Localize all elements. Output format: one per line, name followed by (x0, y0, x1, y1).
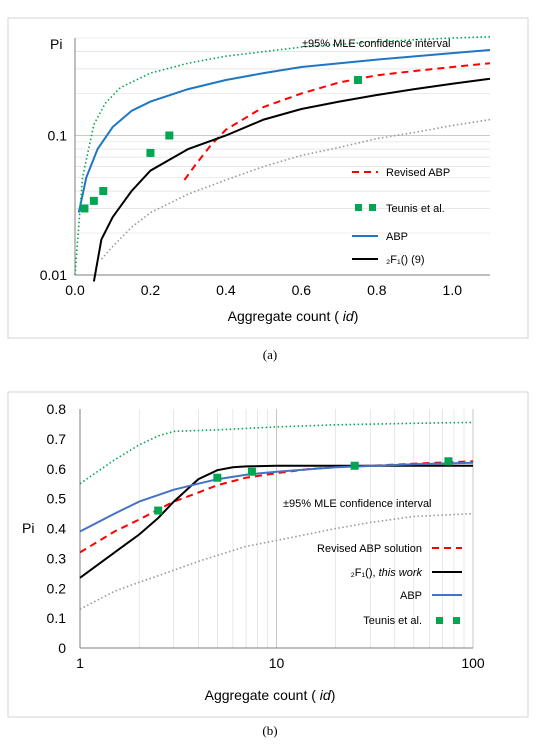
panel-b-y-tick-label: 0.4 (47, 521, 67, 537)
panel-a-marker-teunis (99, 187, 108, 196)
panel-b-series-line-revised-abp-solution (79, 460, 474, 554)
panel-b-marker-teunis (213, 473, 222, 482)
panel-b-xlabel: Aggregate count ( id) (205, 687, 336, 703)
panel-b-legend-label: Revised ABP solution (317, 543, 422, 555)
panel-a-legend-marker (369, 204, 376, 211)
panel-a-legend-label: Revised ABP (386, 167, 450, 179)
panel-b-legend-marker (436, 617, 443, 624)
panel-a-legend-marker (355, 204, 362, 211)
panel-a-legend-label: Teunis et al. (386, 203, 445, 215)
panel-a-marker-teunis (146, 148, 155, 157)
panel-a-x-tick-label: 0.8 (367, 282, 387, 298)
panel-a-xlabel-text: Aggregate count ( (228, 308, 340, 324)
panel-b-frame (7, 391, 529, 718)
xlabel-tail: ) (354, 308, 359, 324)
panel-a-x-tick-label: 0.0 (65, 282, 85, 298)
panel-b-legend: Revised ABP solution ₂F₁(), this work ABP T… (317, 543, 462, 627)
panel-a-x-tick-label: 0.2 (141, 282, 161, 298)
panel-b-marker-teunis (247, 467, 256, 476)
panel-b-y-tick-label: 0.3 (47, 550, 67, 566)
panel-b-caption: (b) (262, 723, 277, 738)
panel-a-series-line-lower-ci (100, 118, 491, 260)
panel-a-marker-teunis (80, 204, 89, 213)
panel-a-series (74, 36, 491, 282)
panel-b-x-tick-label: 100 (461, 655, 485, 671)
panel-a-marker-teunis (165, 131, 174, 140)
panel-a-ylabel: Pi (50, 36, 62, 52)
panel-a-marker-teunis (89, 196, 98, 205)
panel-a-xlabel: Aggregate count ( id) (228, 308, 359, 324)
panel-b-y-tick-label: 0.5 (47, 491, 67, 507)
panel-a-x-tick-label: 0.4 (216, 282, 236, 298)
panel-a-series-line-revised-abp (183, 62, 491, 181)
panel-b-ci-annotation: ±95% MLE confidence interval (283, 498, 432, 510)
panel-b-ylabel: Pi (22, 520, 34, 536)
panel-a-grid (74, 37, 490, 276)
panel-a-x-tick-label: 0.6 (292, 282, 312, 298)
panel-a-series-line--f- (92, 77, 491, 282)
panel-b-legend-marker (453, 617, 460, 624)
panel-b-series-line-upper-ci (79, 421, 474, 485)
panel-b-y-tick-label: 0.6 (47, 461, 67, 477)
panel-b-marker-teunis (350, 461, 359, 470)
panel-a-legend: Revised ABP Teunis et al. ABP ₂F₁() (9) (352, 167, 450, 266)
panel-b-series-line--f-this-work (79, 464, 473, 579)
panel-a-legend-label: ABP (386, 231, 408, 243)
panel-b-legend-label: Teunis et al. (363, 615, 422, 627)
panel-a-y-tick-label: 0.1 (48, 128, 68, 144)
panel-a-y-tick-label: 0.01 (40, 267, 67, 283)
panel-b-series-line-lower-ci (79, 512, 474, 610)
panel-b-y-tick-label: 0.1 (47, 610, 67, 626)
panel-b-y-tick-label: 0.8 (47, 401, 67, 417)
legend-label-italic: this work (379, 567, 423, 579)
panel-a-series-line-upper-ci (74, 36, 491, 276)
xlabel-tail: ) (331, 687, 336, 703)
panel-b-legend-label: ABP (400, 590, 422, 602)
panel-b-series (79, 421, 474, 610)
chart-panel-a: 0.0 0.2 0.4 0.6 0.8 1.0 0.01 0.1 Revised ABP Teu… (7, 17, 529, 362)
panel-b-y-tick-label: 0.2 (47, 580, 67, 596)
panel-b-grid (79, 409, 474, 649)
legend-label-part: ₂F₁(), (350, 567, 378, 579)
panel-b-x-tick-label: 10 (269, 655, 285, 671)
xlabel-italic-part: id (320, 687, 332, 703)
xlabel-italic-part: id (343, 308, 355, 324)
panel-a-series-line-abp (77, 49, 491, 213)
panel-a-x-tick-label: 1.0 (443, 282, 463, 298)
panel-b-y-tick-label: 0.7 (47, 431, 67, 447)
panel-a-frame (7, 17, 529, 339)
panel-a-marker-teunis (353, 75, 362, 84)
panel-b-xlabel-text: Aggregate count ( (205, 687, 317, 703)
panel-b-ticks: 1 10 100 0 0.1 0.2 0.3 0.4 0.5 0.6 0.7 0.8 (47, 401, 485, 671)
panel-a-legend-label: ₂F₁() (9) (386, 254, 425, 266)
panel-a-ci-annotation: ±95% MLE confidence interval (302, 38, 451, 50)
panel-b-legend-label: ₂F₁(), this work (350, 567, 422, 579)
panel-b-y-tick-label: 0 (58, 640, 66, 656)
panel-a-ticks: 0.0 0.2 0.4 0.6 0.8 1.0 0.01 0.1 (40, 128, 462, 298)
panel-a-caption: (a) (263, 347, 277, 362)
panel-b-x-tick-label: 1 (76, 655, 84, 671)
chart-panel-b: 1 10 100 0 0.1 0.2 0.3 0.4 0.5 0.6 0.7 0.8 Revised … (7, 391, 529, 738)
panel-b-marker-teunis (154, 506, 163, 515)
panel-b-marker-teunis (444, 457, 453, 466)
